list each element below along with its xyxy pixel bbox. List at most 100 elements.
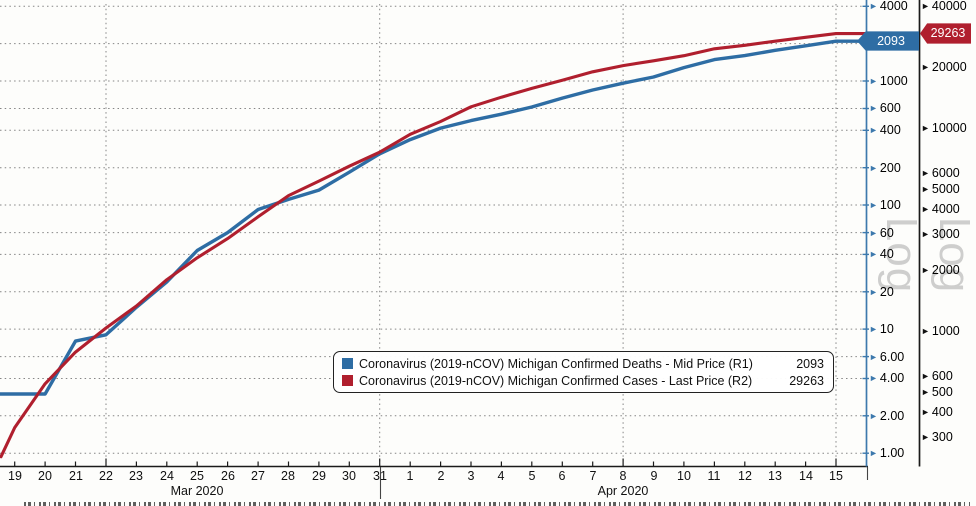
- r2-axis-tick-label: ► 600: [921, 369, 953, 383]
- x-axis-label: 27: [251, 469, 265, 483]
- x-axis-label: 28: [281, 469, 295, 483]
- x-axis-label: 21: [69, 469, 83, 483]
- tick-arrow-icon: ►: [869, 76, 878, 86]
- r1-axis-tick-label: ► 40: [869, 247, 894, 261]
- r1-axis-tick-label: ► 1000: [869, 74, 908, 88]
- r2-axis-tick-label: ► 40000: [921, 0, 967, 13]
- x-axis-label: 23: [129, 469, 143, 483]
- x-axis-label: 19: [8, 469, 22, 483]
- r1-axis-tick-label: ► 100: [869, 198, 901, 212]
- deaths-legend-label: Coronavirus (2019-nCOV) Michigan Confirm…: [359, 356, 753, 371]
- r2-axis-tick-label: ► 4000: [921, 202, 960, 216]
- tick-arrow-icon: ►: [869, 125, 878, 135]
- x-axis-label: 20: [38, 469, 52, 483]
- x-axis-label: 4: [497, 469, 505, 483]
- tick-arrow-icon: ►: [869, 163, 878, 173]
- tick-arrow-icon: ►: [869, 373, 878, 383]
- tick-arrow-icon: ►: [869, 324, 878, 334]
- cases-swatch-icon: [342, 375, 353, 386]
- x-axis-label: 11: [707, 469, 721, 483]
- r1-axis-tick-label: ► 4.00: [869, 371, 905, 385]
- tick-arrow-icon: ►: [921, 265, 930, 275]
- r2-axis-tick-label: ► 500: [921, 385, 953, 399]
- tick-arrow-icon: ►: [869, 411, 878, 421]
- x-axis-label: 13: [768, 469, 782, 483]
- r1-axis-tick-label: ► 20: [869, 285, 894, 299]
- r2-axis-tick-label: ► 10000: [921, 121, 967, 135]
- tick-arrow-icon: ►: [921, 1, 930, 11]
- vertical-gridlines: [105, 4, 837, 466]
- tick-arrow-icon: ►: [921, 123, 930, 133]
- r2-log-scale-watermark: Log: [930, 216, 976, 294]
- tick-arrow-icon: ►: [869, 287, 878, 297]
- r1-axis-tick-label: ► 4000: [869, 0, 908, 13]
- r2-axis-tick-label: ► 20000: [921, 60, 967, 74]
- deaths-last-value-tag: 2093: [857, 31, 919, 51]
- x-axis-label: 1: [406, 469, 414, 483]
- x-axis-label: 25: [190, 469, 204, 483]
- r2-axis-tick-label: ► 1000: [921, 324, 960, 338]
- x-axis-label: 2: [437, 469, 445, 483]
- tick-arrow-icon: ►: [921, 371, 930, 381]
- r2-axis-tick-label: ► 300: [921, 430, 953, 444]
- series-lines: [0, 32, 868, 459]
- cropped-text-strip: [24, 502, 970, 506]
- x-axis-label: 8: [619, 469, 627, 483]
- x-axis-label: 9: [650, 469, 658, 483]
- deaths-legend-value: 2093: [796, 356, 824, 371]
- x-axis-label: 29: [312, 469, 326, 483]
- deaths-line: [0, 39, 868, 396]
- r2-axis-tick-label: ► 5000: [921, 182, 960, 196]
- tick-arrow-icon: ►: [921, 168, 930, 178]
- tick-arrow-icon: ►: [921, 204, 930, 214]
- tick-arrow-icon: ►: [921, 229, 930, 239]
- tick-arrow-icon: ►: [869, 200, 878, 210]
- r1-axis-tick-label: ► 1.00: [869, 446, 905, 460]
- x-axis-label: 7: [589, 469, 597, 483]
- cases-legend-value: 29263: [789, 373, 824, 388]
- legend-row-cases[interactable]: Coronavirus (2019-nCOV) Michigan Confirm…: [342, 373, 824, 389]
- x-axis-label: 5: [528, 469, 536, 483]
- x-axis-label: 30: [342, 469, 356, 483]
- tick-arrow-icon: ►: [869, 448, 878, 458]
- r2-axis-tick-label: ► 6000: [921, 166, 960, 180]
- tick-arrow-icon: ►: [921, 387, 930, 397]
- deaths-swatch-icon: [342, 358, 353, 369]
- r2-axis-tick-label: ► 2000: [921, 263, 960, 277]
- x-axis-label: 14: [799, 469, 813, 483]
- tick-arrow-icon: ►: [921, 407, 930, 417]
- tick-arrow-icon: ►: [921, 184, 930, 194]
- x-axis-label: 15: [829, 469, 843, 483]
- cases-last-value-tag: 29263: [920, 23, 971, 44]
- x-axis-ticks: [14, 458, 837, 467]
- r2-axis-tick-label: ► 3000: [921, 227, 960, 241]
- x-axis-label: 24: [160, 469, 174, 483]
- x-axis-label: 10: [677, 469, 691, 483]
- r2-axis-tick-label: ► 400: [921, 405, 953, 419]
- month-label: Apr 2020: [597, 484, 649, 498]
- x-axis-label: 3: [467, 469, 475, 483]
- r1-axis-tick-label: ► 400: [869, 123, 901, 137]
- cases-legend-label: Coronavirus (2019-nCOV) Michigan Confirm…: [359, 373, 753, 388]
- x-axis-label: 22: [99, 469, 113, 483]
- r1-axis-tick-label: ► 600: [869, 101, 901, 115]
- tick-arrow-icon: ►: [921, 62, 930, 72]
- r1-axis-tick-label: ► 60: [869, 226, 894, 240]
- legend-box: Coronavirus (2019-nCOV) Michigan Confirm…: [333, 351, 834, 393]
- r1-axis-tick-label: ► 200: [869, 161, 901, 175]
- x-axis-label: 12: [738, 469, 752, 483]
- x-axis-label: 6: [558, 469, 566, 483]
- x-axis-label: 26: [221, 469, 235, 483]
- r1-axis-tick-label: ► 6.00: [869, 350, 905, 364]
- tick-arrow-icon: ►: [869, 352, 878, 362]
- tick-arrow-icon: ►: [921, 326, 930, 336]
- tick-arrow-icon: ►: [869, 1, 878, 11]
- tick-arrow-icon: ►: [869, 228, 878, 238]
- x-axis-label: 31: [373, 469, 387, 483]
- tick-arrow-icon: ►: [921, 432, 930, 442]
- legend-row-deaths[interactable]: Coronavirus (2019-nCOV) Michigan Confirm…: [342, 356, 824, 372]
- month-label: Mar 2020: [170, 484, 224, 498]
- tick-arrow-icon: ►: [869, 103, 878, 113]
